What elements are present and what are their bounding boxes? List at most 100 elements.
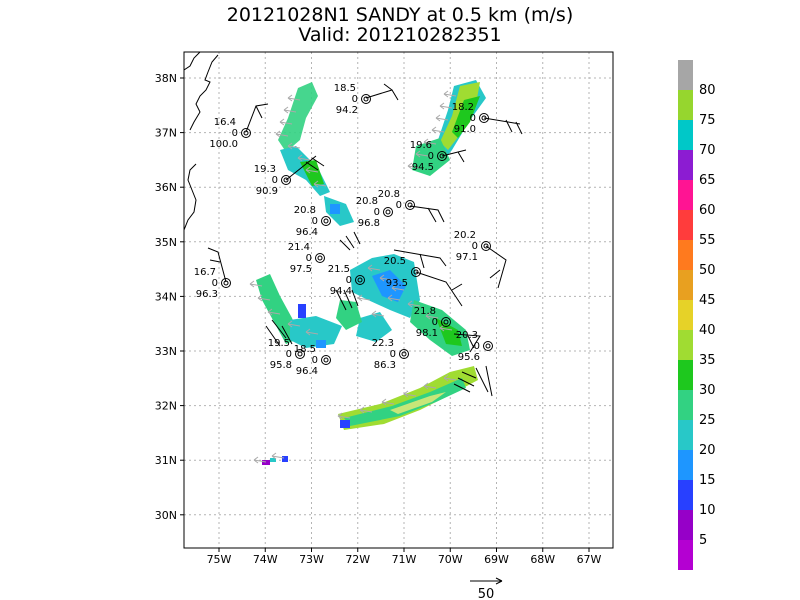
colorbar-label: 50 bbox=[699, 263, 716, 278]
y-tick-label: 34N bbox=[155, 290, 177, 303]
station-marker bbox=[355, 275, 365, 285]
x-axis: 75W 74W 73W 72W 71W 70W 69W 68W 67W bbox=[207, 548, 602, 566]
colorbar-label: 10 bbox=[699, 503, 716, 518]
station-mid-value: 0 bbox=[272, 175, 278, 186]
colorbar-swatch bbox=[678, 510, 693, 540]
station-mid-value: 0 bbox=[212, 278, 218, 289]
colorbar-swatch bbox=[678, 240, 693, 270]
station-top-value: 20.2 bbox=[454, 230, 476, 241]
colorbar-swatch bbox=[678, 180, 693, 210]
station-top-value: 18.5 bbox=[294, 344, 316, 355]
station-bottom-value: 98.1 bbox=[416, 328, 438, 339]
colorbar-swatch bbox=[678, 60, 693, 90]
station-mid-value: 0 bbox=[352, 94, 358, 105]
station-marker bbox=[241, 128, 251, 138]
x-tick-label: 69W bbox=[484, 553, 509, 566]
colorbar-label: 65 bbox=[699, 173, 716, 188]
station-top-value: 21.4 bbox=[288, 242, 310, 253]
y-tick-label: 36N bbox=[155, 181, 177, 194]
station-marker bbox=[221, 278, 231, 288]
station-marker bbox=[281, 175, 291, 185]
scale-vector-label: 50 bbox=[478, 587, 495, 600]
x-tick-label: 73W bbox=[299, 553, 324, 566]
colorbar-label: 45 bbox=[699, 293, 716, 308]
x-tick-label: 67W bbox=[577, 553, 602, 566]
colorbar-swatch bbox=[678, 330, 693, 360]
station-top-value: 18.5 bbox=[334, 83, 356, 94]
station-top-value: 18.2 bbox=[452, 102, 474, 113]
station-mid-value: 0 bbox=[470, 113, 476, 124]
station-marker bbox=[321, 355, 331, 365]
station-bottom-value: 95.8 bbox=[270, 360, 292, 371]
station-marker bbox=[441, 317, 451, 327]
colorbar-label: 30 bbox=[699, 383, 716, 398]
y-tick-label: 31N bbox=[155, 454, 177, 467]
station-top-value: 20.3 bbox=[456, 330, 478, 341]
station-bottom-value: 96.3 bbox=[196, 289, 218, 300]
colorbar-label: 70 bbox=[699, 143, 716, 158]
colorbar-swatch bbox=[678, 480, 693, 510]
station-marker bbox=[383, 207, 393, 217]
colorbar-swatch bbox=[678, 150, 693, 180]
station-marker bbox=[437, 151, 447, 161]
station-mid-value: 0 bbox=[306, 253, 312, 264]
plot-subtitle: Valid: 201210282351 bbox=[298, 24, 502, 46]
station-bottom-value: 96.4 bbox=[296, 227, 318, 238]
station-top-value: 16.4 bbox=[214, 117, 236, 128]
station-bottom-value: 94.5 bbox=[412, 162, 434, 173]
colorbar-label: 15 bbox=[699, 473, 716, 488]
x-tick-label: 74W bbox=[253, 553, 278, 566]
station-bottom-value: 91.0 bbox=[454, 124, 476, 135]
colorbar-swatch bbox=[678, 300, 693, 330]
station-marker bbox=[479, 113, 489, 123]
y-tick-label: 38N bbox=[155, 72, 177, 85]
x-tick-label: 72W bbox=[345, 553, 370, 566]
colorbar-swatch bbox=[678, 270, 693, 300]
station-top-value: 21.8 bbox=[414, 306, 436, 317]
colorbar-label: 5 bbox=[699, 533, 707, 548]
colorbar-label: 35 bbox=[699, 353, 716, 368]
station-top-value: 20.8 bbox=[294, 205, 316, 216]
station-bottom-value: 96.8 bbox=[358, 218, 380, 229]
station-bottom-value: 97.1 bbox=[456, 252, 478, 263]
colorbar: 80 75 70 65 60 55 50 45 40 35 30 25 20 15 10 5 bbox=[678, 60, 716, 570]
station-mid-value: 0 bbox=[312, 216, 318, 227]
station-bottom-value: 96.4 bbox=[296, 366, 318, 377]
station-mid-value: 0 bbox=[312, 355, 318, 366]
station-mid-value: 0 bbox=[390, 349, 396, 360]
station-mid-value: 0 bbox=[472, 241, 478, 252]
plot-frame bbox=[183, 51, 614, 549]
coastline bbox=[184, 52, 219, 231]
station-mid-value: 0 bbox=[396, 200, 402, 211]
station-top-value: 20.8 bbox=[356, 196, 378, 207]
station-bottom-value: 97.5 bbox=[290, 264, 312, 275]
colorbar-label: 55 bbox=[699, 233, 716, 248]
station-bottom-value: 94.4 bbox=[330, 286, 352, 297]
station-mid-value: 0 bbox=[432, 317, 438, 328]
station-bottom-value: 93.5 bbox=[386, 278, 408, 289]
station-marker bbox=[321, 216, 331, 226]
colorbar-label: 75 bbox=[699, 113, 716, 128]
station-marker bbox=[399, 349, 409, 359]
x-tick-label: 71W bbox=[392, 553, 417, 566]
y-tick-label: 32N bbox=[155, 400, 177, 413]
station-mid-value: 0 bbox=[286, 349, 292, 360]
station-top-value: 20.5 bbox=[384, 256, 406, 267]
station-top-value: 22.3 bbox=[372, 338, 394, 349]
station-top-value: 16.7 bbox=[194, 267, 216, 278]
colorbar-swatch bbox=[678, 540, 693, 570]
y-tick-label: 33N bbox=[155, 345, 177, 358]
